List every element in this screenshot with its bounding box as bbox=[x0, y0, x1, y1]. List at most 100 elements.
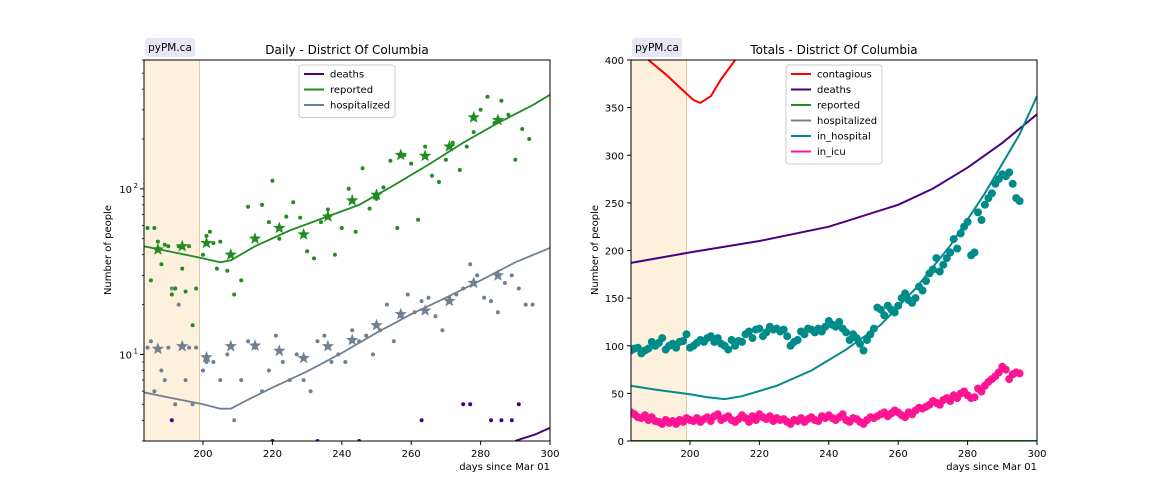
in-hospital-data-point bbox=[793, 336, 802, 344]
hospitalized-data-point bbox=[239, 378, 244, 383]
reported-data-point bbox=[346, 186, 351, 191]
hospitalized-data-point bbox=[454, 292, 459, 297]
reported-data-point bbox=[305, 249, 310, 254]
reported-data-point bbox=[437, 180, 441, 184]
reported-data-point bbox=[239, 278, 244, 283]
in-hospital-data-point bbox=[835, 317, 844, 326]
hospitalized-data-point bbox=[173, 402, 178, 407]
hospitalized-data-point bbox=[225, 352, 230, 357]
in-hospital-data-point bbox=[987, 189, 996, 198]
hospitalized-data-point bbox=[502, 281, 507, 285]
hospitalized-data-point bbox=[266, 368, 271, 373]
reported-data-point bbox=[312, 256, 316, 261]
reported-data-point bbox=[478, 107, 483, 112]
hospitalized-data-point bbox=[433, 314, 438, 319]
reported-data-point bbox=[395, 226, 400, 230]
totals-chart-title: Totals - District Of Columbia bbox=[749, 43, 917, 57]
hospitalized-data-point bbox=[187, 345, 192, 350]
reported-data-point bbox=[260, 202, 264, 207]
reported-data-point bbox=[520, 127, 525, 131]
reported-data-point bbox=[152, 226, 157, 230]
y-tick-label: 400 bbox=[605, 56, 624, 67]
reported-model-line bbox=[144, 94, 550, 264]
in-hospital-data-point bbox=[745, 327, 753, 336]
in-hospital-data-point bbox=[738, 337, 746, 346]
totals-legend: contagious deaths reported hospitalized in_h… bbox=[785, 64, 883, 165]
hospitalized-weekly-star bbox=[224, 339, 237, 352]
reported-data-point bbox=[464, 144, 469, 149]
in-hospital-data-point bbox=[977, 216, 986, 224]
totals-ticks: 200 220 240 260 280 300 0 50 100 150 200 250 300 350 4… bbox=[605, 56, 1047, 460]
daily-y-axis-label: Number of people bbox=[103, 205, 114, 295]
reported-weekly-star bbox=[248, 232, 262, 244]
hospitalized-weekly-star bbox=[273, 344, 286, 357]
x-tick-label: 280 bbox=[958, 449, 977, 460]
x-tick-label: 220 bbox=[750, 449, 769, 460]
reported-data-point bbox=[187, 244, 192, 249]
in-hospital-data-point bbox=[963, 217, 972, 226]
hospitalized-data-point bbox=[329, 360, 334, 364]
reported-data-point bbox=[353, 229, 358, 234]
reported-data-point bbox=[423, 144, 428, 149]
in-hospital-data-point bbox=[974, 208, 982, 217]
in-hospital-data-point bbox=[755, 324, 764, 333]
y-tick-label: 10 bbox=[119, 350, 132, 361]
reported-data-point bbox=[246, 204, 251, 209]
reported-data-point bbox=[204, 233, 209, 238]
in-hospital-data-point bbox=[939, 260, 948, 269]
x-tick-label: 200 bbox=[193, 449, 212, 460]
hospitalized-data-point bbox=[294, 352, 299, 357]
hospitalized-data-point bbox=[204, 360, 209, 364]
hospitalized-data-point bbox=[426, 295, 431, 300]
hospitalized-data-point bbox=[412, 310, 417, 315]
totals-chart: 200 220 240 260 280 300 0 50 100 150 200 250 300 350 4… bbox=[590, 38, 1047, 473]
hospitalized-data-point bbox=[201, 368, 205, 373]
reported-data-point bbox=[169, 292, 174, 297]
x-tick-label: 260 bbox=[402, 449, 421, 460]
reported-weekly-star bbox=[418, 149, 432, 162]
in-hospital-data-point bbox=[869, 324, 878, 333]
hospitalized-weekly-star bbox=[467, 276, 480, 289]
reported-data-point bbox=[148, 278, 153, 283]
deaths-data-point bbox=[169, 418, 174, 423]
in-hospital-data-point bbox=[949, 235, 958, 244]
hospitalized-data-point bbox=[218, 378, 223, 383]
hospitalized-data-point bbox=[176, 302, 181, 307]
hospitalized-weekly-star bbox=[248, 339, 262, 351]
totals-badge-label: pyPM.ca bbox=[635, 42, 679, 54]
reported-data-point bbox=[360, 166, 365, 171]
in-hospital-data-point bbox=[918, 286, 927, 295]
reported-weekly-star bbox=[443, 140, 456, 152]
hospitalized-data-point bbox=[166, 345, 171, 350]
hospitalized-data-point bbox=[260, 389, 264, 394]
reported-data-point bbox=[270, 178, 275, 183]
in-hospital-data-point bbox=[724, 345, 733, 354]
legend-label: reported bbox=[817, 101, 860, 112]
y-tick-exponent: 2 bbox=[134, 182, 138, 190]
y-tick-label: 250 bbox=[605, 199, 624, 210]
hospitalized-weekly-star bbox=[418, 304, 432, 316]
hospitalized-data-point bbox=[495, 310, 500, 315]
in-hospital-data-point bbox=[953, 244, 962, 253]
in-hospital-data-point bbox=[928, 265, 937, 274]
hospitalized-data-point bbox=[145, 345, 150, 350]
deaths-data-point bbox=[419, 418, 424, 423]
reported-data-point bbox=[450, 140, 455, 145]
deaths-data-point bbox=[461, 402, 466, 407]
in-hospital-data-point bbox=[856, 339, 864, 348]
reported-data-point bbox=[201, 252, 205, 257]
hospitalized-data-point bbox=[190, 402, 195, 407]
hospitalized-data-point bbox=[232, 418, 237, 423]
reported-weekly-star bbox=[491, 113, 505, 126]
in-hospital-data-point bbox=[890, 308, 899, 317]
in-hospital-data-point bbox=[842, 328, 851, 337]
reported-data-point bbox=[457, 168, 462, 172]
reported-data-point bbox=[194, 286, 199, 291]
hospitalized-data-point bbox=[523, 302, 528, 307]
totals-plot-area bbox=[631, 60, 1037, 441]
reported-data-point bbox=[284, 214, 289, 219]
hospitalized-data-point bbox=[301, 378, 306, 383]
reported-data-point bbox=[388, 158, 393, 163]
